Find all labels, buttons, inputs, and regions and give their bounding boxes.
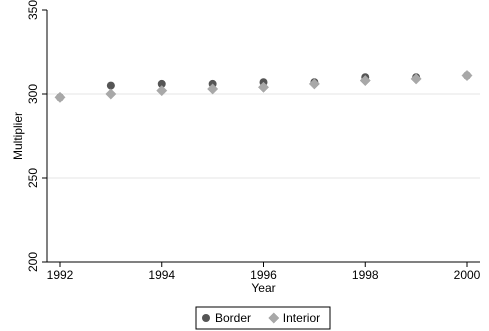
x-tick-label: 1996 [250, 268, 277, 282]
plot-area [47, 10, 480, 262]
x-tick-label: 2000 [454, 268, 481, 282]
legend: Border Interior [195, 306, 331, 330]
data-points [54, 69, 473, 103]
ticks: 200 250 300 350 1992 1994 1996 1998 2000 [26, 0, 481, 282]
point-interior [257, 81, 270, 93]
point-interior [105, 88, 117, 100]
point-border [157, 79, 166, 88]
grid [47, 10, 480, 262]
point-interior [156, 85, 168, 97]
point-interior [359, 75, 371, 87]
y-tick-label: 250 [26, 168, 40, 188]
point-interior [461, 69, 473, 82]
y-axis-title: Multiplier [11, 112, 25, 160]
legend-label-interior: Interior [283, 311, 320, 325]
point-interior [54, 91, 66, 103]
x-tick-label: 1998 [352, 268, 379, 282]
y-tick-label: 350 [26, 0, 40, 20]
legend-box [195, 306, 331, 330]
y-tick-label: 200 [26, 252, 40, 272]
legend-label-border: Border [215, 311, 251, 325]
point-interior [207, 83, 219, 95]
x-tick-label: 1994 [148, 268, 175, 282]
legend-marker-interior [268, 312, 280, 324]
point-interior [308, 78, 320, 90]
point-border [106, 81, 115, 90]
legend-marker-border [202, 314, 210, 322]
y-tick-label: 300 [26, 84, 40, 104]
point-interior [410, 73, 422, 85]
x-axis-title: Year [251, 281, 275, 295]
x-tick-label: 1992 [47, 268, 74, 282]
